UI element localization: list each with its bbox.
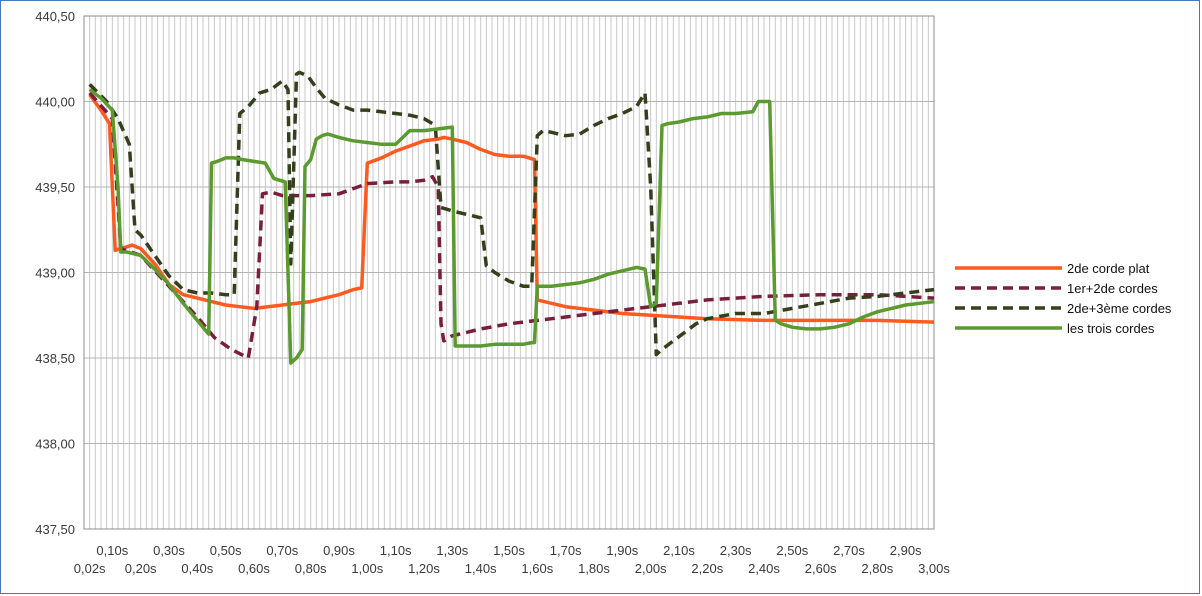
x-tick-label-upper: 2,50s xyxy=(776,543,808,558)
x-tick-label-lower: 2,60s xyxy=(805,561,837,576)
x-tick-label-lower: 0,60s xyxy=(238,561,270,576)
y-tick-label: 438,50 xyxy=(35,351,75,366)
x-tick-label-lower: 2,20s xyxy=(691,561,723,576)
series-line-4 xyxy=(88,88,935,365)
series-line-3 xyxy=(88,70,935,357)
x-tick-label-upper: 2,70s xyxy=(833,543,865,558)
y-tick-label: 439,00 xyxy=(35,266,75,281)
plot-area-border xyxy=(83,15,935,530)
x-tick-label-upper: 2,30s xyxy=(720,543,752,558)
x-tick-label-upper: 1,90s xyxy=(606,543,638,558)
x-tick-label-upper: 2,90s xyxy=(890,543,922,558)
x-tick-label-upper: 0,30s xyxy=(153,543,185,558)
x-tick-label-lower: 2,80s xyxy=(861,561,893,576)
x-tick-label-lower: 1,00s xyxy=(351,561,383,576)
legend-label-3: 2de+3ème cordes xyxy=(1067,301,1172,316)
x-axis-tick-labels: 0,10s 0,30s 0,50s 0,70s 0,90s 1,10s 1,30s 1,50s… xyxy=(74,543,951,576)
x-tick-label-upper: 1,50s xyxy=(493,543,525,558)
x-tick-label-lower: 3,00s xyxy=(918,561,950,576)
x-tick-label-lower: 2,40s xyxy=(748,561,780,576)
x-tick-label-upper: 0,50s xyxy=(210,543,242,558)
legend-label-1: 2de corde plat xyxy=(1067,261,1150,276)
x-tick-label-upper: 0,70s xyxy=(266,543,298,558)
y-tick-label: 440,50 xyxy=(35,9,75,24)
series-layer xyxy=(88,70,935,365)
x-tick-label-upper: 2,10s xyxy=(663,543,695,558)
x-tick-label-upper: 1,10s xyxy=(380,543,412,558)
x-tick-label-lower: 0,02s xyxy=(74,561,106,576)
x-tick-label-lower: 2,00s xyxy=(635,561,667,576)
x-tick-label-lower: 1,80s xyxy=(578,561,610,576)
y-tick-label: 438,00 xyxy=(35,437,75,452)
x-tick-label-lower: 0,40s xyxy=(181,561,213,576)
series-line-1 xyxy=(88,93,935,324)
x-tick-label-lower: 0,20s xyxy=(125,561,157,576)
y-tick-label: 439,50 xyxy=(35,180,75,195)
legend-label-4: les trois cordes xyxy=(1067,321,1155,336)
x-tick-label-upper: 0,90s xyxy=(323,543,355,558)
x-tick-label-upper: 1,70s xyxy=(550,543,582,558)
y-axis-tick-labels: 437,50 438,00 438,50 439,00 439,50 440,00 440,… xyxy=(35,9,75,537)
x-tick-label-lower: 0,80s xyxy=(295,561,327,576)
y-tick-label: 437,50 xyxy=(35,522,75,537)
series-line-2 xyxy=(88,91,935,360)
x-tick-label-upper: 0,10s xyxy=(96,543,128,558)
y-tick-label: 440,00 xyxy=(35,95,75,110)
x-tick-label-lower: 1,40s xyxy=(465,561,497,576)
x-tick-label-lower: 1,60s xyxy=(521,561,553,576)
legend-label-2: 1er+2de cordes xyxy=(1067,281,1158,296)
x-tick-label-upper: 1,30s xyxy=(436,543,468,558)
x-tick-label-lower: 1,20s xyxy=(408,561,440,576)
legend: 2de corde plat 1er+2de cordes 2de+3ème cor… xyxy=(955,261,1172,336)
